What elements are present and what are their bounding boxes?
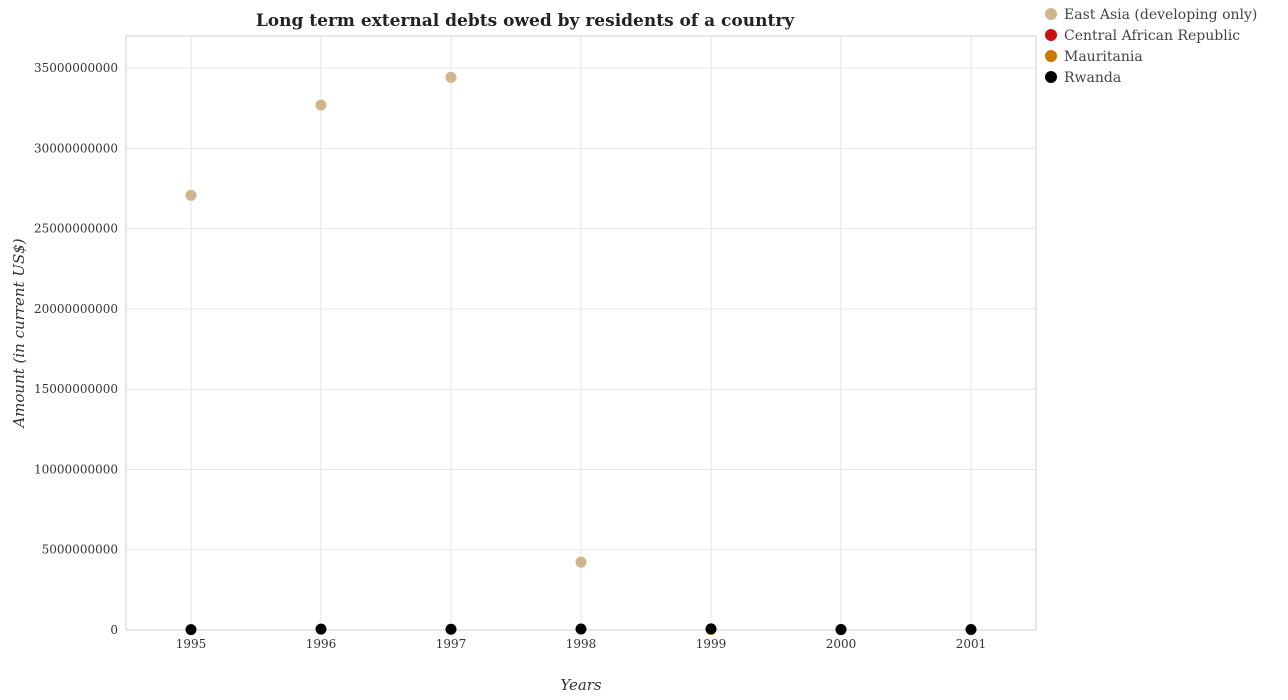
x-tick-label: 1997 — [436, 637, 467, 651]
data-point — [445, 623, 457, 635]
y-tick-label: 25000000000 — [34, 222, 118, 236]
legend-label: Mauritania — [1064, 49, 1143, 65]
legend-label: Rwanda — [1064, 70, 1121, 86]
y-tick-label: 15000000000 — [34, 382, 118, 396]
y-tick-label: 35000000000 — [34, 61, 118, 75]
data-point — [575, 556, 587, 568]
axis-ticks: 0 5000000000 10000000000 15000000000 2000000… — [34, 61, 986, 651]
legend-label: East Asia (developing only) — [1064, 7, 1257, 23]
legend-marker — [1045, 29, 1057, 41]
data-point — [315, 99, 327, 111]
x-tick-label: 1995 — [176, 637, 207, 651]
y-tick-label: 5000000000 — [42, 543, 118, 557]
y-tick-label: 0 — [110, 623, 118, 637]
chart-title: Long term external debts owed by residen… — [256, 11, 795, 31]
x-tick-label: 2001 — [956, 637, 987, 651]
y-axis-label: Amount (in current US$) — [10, 238, 28, 429]
data-point — [445, 71, 457, 83]
data-point — [185, 189, 197, 201]
legend: East Asia (developing only) Central Afric… — [1045, 7, 1257, 86]
x-tick-label: 1999 — [696, 637, 727, 651]
legend-label: Central African Republic — [1064, 28, 1240, 44]
data-point — [965, 624, 977, 636]
data-point — [315, 623, 327, 635]
data-point — [575, 623, 587, 635]
y-tick-label: 10000000000 — [34, 462, 118, 476]
y-tick-label: 30000000000 — [34, 141, 118, 155]
x-tick-label: 1996 — [306, 637, 337, 651]
x-tick-label: 1998 — [566, 637, 597, 651]
data-points — [185, 71, 977, 636]
legend-marker — [1045, 50, 1057, 62]
x-axis-label: Years — [560, 676, 602, 694]
grid — [126, 36, 1036, 631]
data-point — [185, 624, 197, 636]
y-tick-label: 20000000000 — [34, 302, 118, 316]
data-point — [835, 624, 847, 636]
legend-marker — [1045, 8, 1057, 20]
x-tick-label: 2000 — [826, 637, 857, 651]
legend-marker — [1045, 71, 1057, 83]
data-point — [705, 623, 717, 635]
